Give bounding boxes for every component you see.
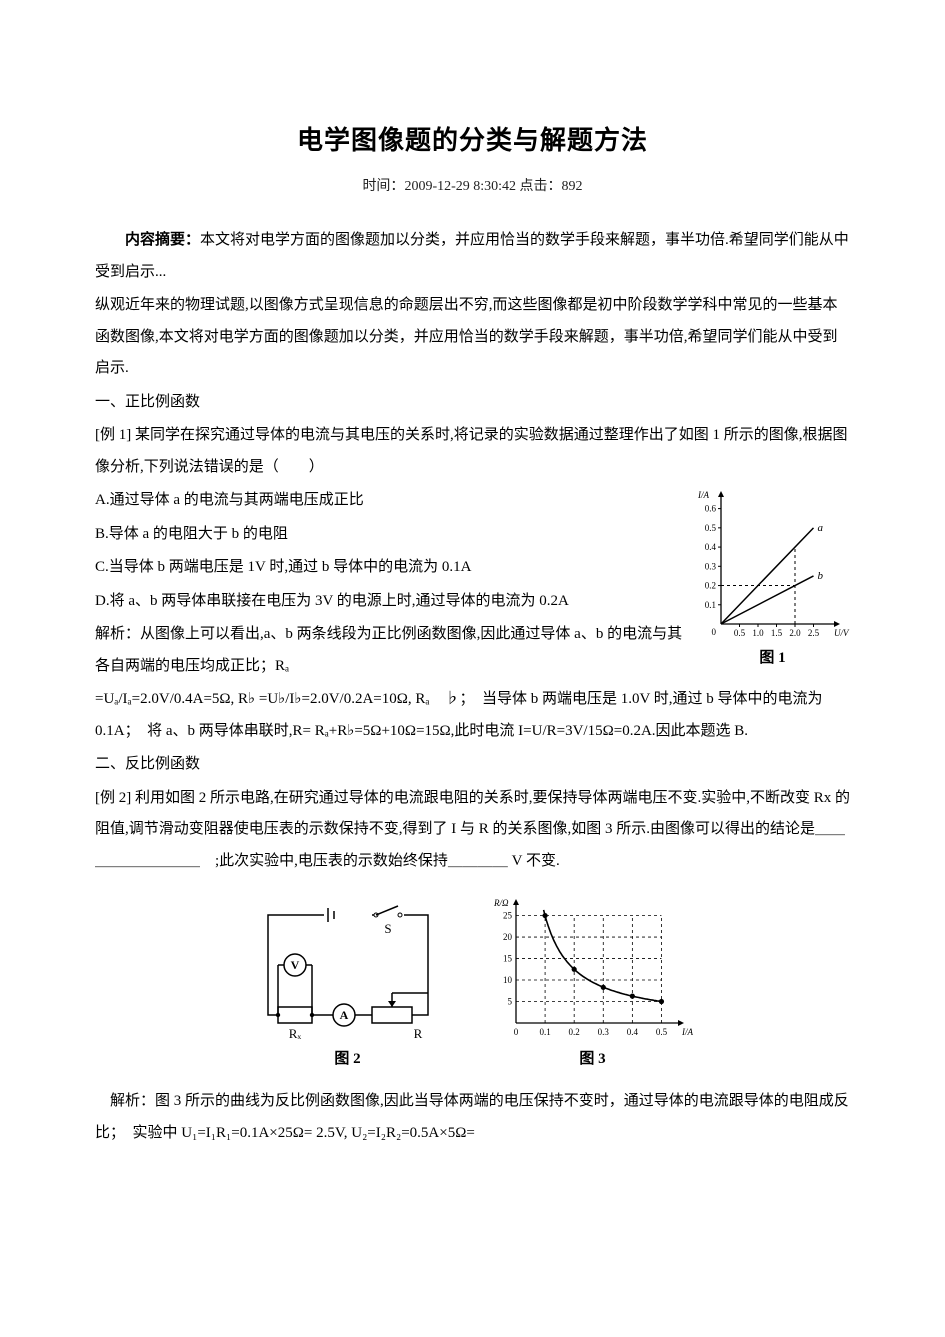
svg-text:0.2: 0.2: [568, 1027, 579, 1037]
section-2-head: 二、反比例函数: [95, 749, 850, 781]
svg-text:A: A: [339, 1008, 348, 1022]
figure-3-chart: 5 10 15 20 25 0 0.1 0.2 0.3 0.4 0.5 R/Ω I/A: [488, 895, 698, 1045]
abstract: 内容摘要：本文将对电学方面的图像题加以分类，并应用恰当的数学手段来解题，事半功倍…: [95, 225, 850, 288]
svg-text:2.0: 2.0: [789, 628, 801, 638]
svg-text:2.5: 2.5: [808, 628, 820, 638]
svg-text:a: a: [818, 522, 824, 534]
svg-text:0: 0: [712, 627, 717, 637]
svg-text:I/A: I/A: [697, 490, 709, 500]
section-1-head: 一、正比例函数: [95, 387, 850, 419]
figure-2-caption: 图 2: [248, 1047, 448, 1068]
svg-text:0.5: 0.5: [734, 628, 746, 638]
svg-text:0.5: 0.5: [705, 523, 717, 533]
abstract-label: 内容摘要：: [125, 232, 200, 248]
figure-3-caption: 图 3: [488, 1047, 698, 1068]
document-page: 电学图像题的分类与解题方法 时间：2009-12-29 8:30:42 点击：8…: [0, 0, 945, 1337]
svg-text:10: 10: [503, 975, 513, 985]
svg-text:V: V: [290, 958, 299, 972]
example-2-head: [例 2] 利用如图 2 所示电路,在研究通过导体的电流跟电阻的关系时,要保持导…: [95, 783, 850, 878]
figure-row: S Rₓ A R V 图 2 5 10 15 20 25 0 0.1 0.2 0.3 0.4 0.5 R/Ω I…: [95, 895, 850, 1068]
intro-paragraph: 纵观近年来的物理试题,以图像方式呈现信息的命题层出不穷,而这些图像都是初中阶段数…: [95, 290, 850, 385]
svg-text:0.1: 0.1: [705, 600, 716, 610]
svg-text:0: 0: [513, 1027, 518, 1037]
svg-text:20: 20: [503, 932, 513, 942]
svg-text:0.6: 0.6: [705, 504, 717, 514]
figure-1-caption: 图 1: [695, 646, 850, 667]
page-title: 电学图像题的分类与解题方法: [95, 120, 850, 157]
meta-hits-value: 892: [562, 179, 583, 194]
figure-3: 5 10 15 20 25 0 0.1 0.2 0.3 0.4 0.5 R/Ω I/A 图 3: [488, 895, 698, 1068]
svg-text:0.1: 0.1: [539, 1027, 550, 1037]
svg-text:Rₓ: Rₓ: [288, 1026, 301, 1041]
svg-text:15: 15: [503, 954, 513, 964]
svg-text:R: R: [413, 1026, 422, 1041]
example-2-analysis: 解析：图 3 所示的曲线为反比例函数图像,因此当导体两端的电压保持不变时，通过导…: [95, 1086, 850, 1149]
example-1-head: [例 1] 某同学在探究通过导体的电流与其电压的关系时,将记录的实验数据通过整理…: [95, 420, 850, 483]
meta-hits-label: 点击：: [516, 179, 562, 194]
svg-text:S: S: [384, 921, 391, 936]
figure-1-chart: 0.1 0.2 0.3 0.4 0.5 0.6 0.5 1.0 1.5 2.0 2.5 I/A U/V 0…: [695, 489, 850, 644]
svg-text:1.5: 1.5: [771, 628, 783, 638]
svg-text:R/Ω: R/Ω: [493, 898, 509, 908]
meta-line: 时间：2009-12-29 8:30:42 点击：892: [95, 175, 850, 195]
svg-text:I/A: I/A: [681, 1027, 693, 1037]
figure-1: 0.1 0.2 0.3 0.4 0.5 0.6 0.5 1.0 1.5 2.0 2.5 I/A U/V 0…: [695, 489, 850, 667]
svg-text:U/V: U/V: [834, 628, 850, 638]
svg-text:0.4: 0.4: [626, 1027, 638, 1037]
meta-time-label: 时间：: [362, 179, 404, 194]
svg-text:0.5: 0.5: [655, 1027, 667, 1037]
example-1-analysis-2: =Uₐ/Iₐ=2.0V/0.4A=5Ω, R♭ =U♭/I♭=2.0V/0.2A…: [95, 684, 850, 747]
svg-text:b: b: [818, 570, 824, 582]
svg-text:0.3: 0.3: [597, 1027, 609, 1037]
figure-2-circuit: S Rₓ A R V: [248, 895, 448, 1045]
figure-2: S Rₓ A R V 图 2: [248, 895, 448, 1068]
svg-text:0.2: 0.2: [705, 581, 716, 591]
svg-text:1.0: 1.0: [752, 628, 764, 638]
svg-text:0.4: 0.4: [705, 542, 717, 552]
meta-time-value: 2009-12-29 8:30:42: [404, 179, 516, 194]
svg-text:0.3: 0.3: [705, 561, 717, 571]
abstract-text: 本文将对电学方面的图像题加以分类，并应用恰当的数学手段来解题，事半功倍.希望同学…: [95, 232, 849, 280]
svg-text:25: 25: [503, 911, 513, 921]
svg-text:5: 5: [507, 997, 512, 1007]
